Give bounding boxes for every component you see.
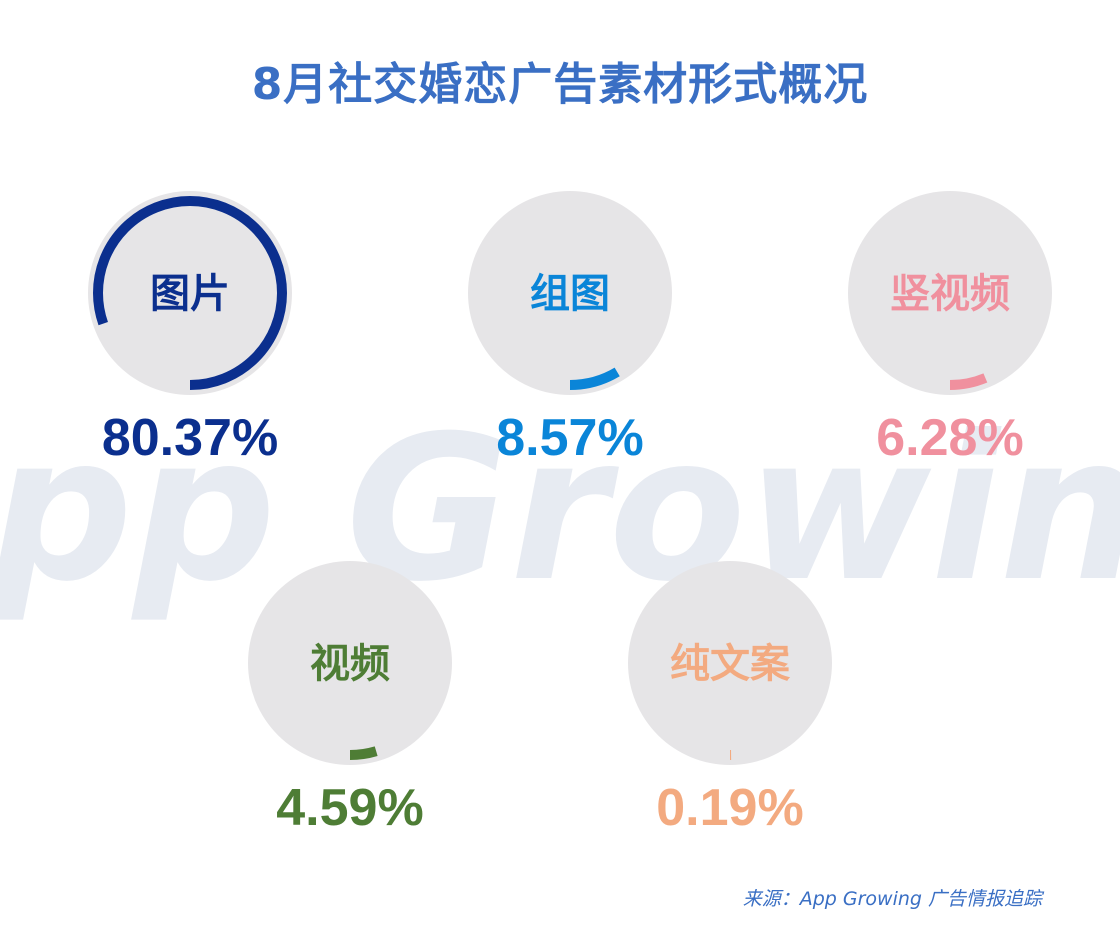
- slice-label: 竖视频: [890, 271, 1010, 317]
- slice-label: 组图: [530, 271, 610, 317]
- donut-track: [848, 191, 1052, 395]
- donut-arc: [473, 196, 667, 390]
- slice-value: 0.19%: [656, 779, 803, 837]
- donut-arc: [853, 196, 1047, 390]
- slice-label: 视频: [310, 641, 390, 687]
- slice-value: 4.59%: [276, 779, 423, 837]
- donut-3: 竖视频 6.28%: [848, 191, 1052, 467]
- donut-arc: [633, 566, 827, 760]
- slice-label: 图片: [150, 271, 230, 317]
- source-note: 来源：App Growing 广告情报追踪: [742, 888, 1042, 910]
- donut-track: [468, 191, 672, 395]
- donut-2: 组图 8.57%: [468, 191, 672, 467]
- slice-value: 6.28%: [876, 409, 1023, 467]
- donut-1: 图片 80.37%: [88, 191, 292, 467]
- donut-track: [248, 561, 452, 765]
- slice-value: 8.57%: [496, 409, 643, 467]
- slice-label: 纯文案: [670, 641, 791, 687]
- donut-5: 纯文案 0.19%: [628, 561, 832, 837]
- donut-track: [628, 561, 832, 765]
- donut-arc: [253, 566, 447, 760]
- donut-track: [88, 191, 292, 395]
- page-title: 8月社交婚恋广告素材形式概况: [251, 59, 869, 110]
- donut-arc: [93, 196, 287, 390]
- slice-value: 80.37%: [102, 409, 278, 467]
- donut-4: 视频 4.59%: [248, 561, 452, 837]
